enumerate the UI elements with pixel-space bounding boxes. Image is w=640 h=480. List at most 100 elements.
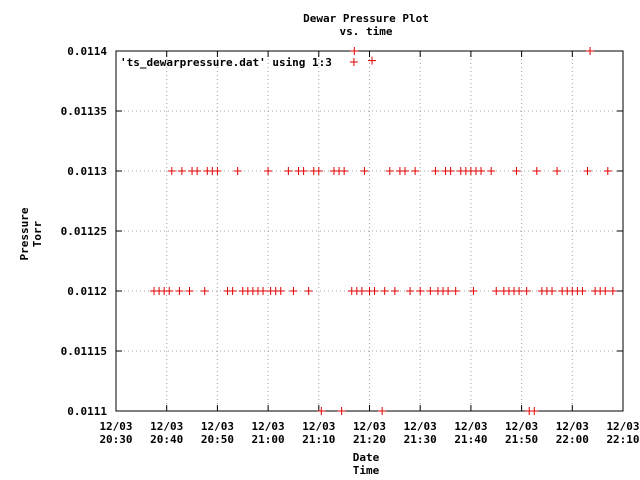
x-tick-label-time: 21:50 [505,433,538,446]
x-tick-label-time: 22:10 [606,433,639,446]
data-point [416,287,425,295]
legend-marker [349,58,358,66]
x-tick-label-time: 21:20 [353,433,386,446]
data-point [304,287,313,295]
data-point [276,287,285,295]
data-point [317,407,326,415]
data-point [530,407,539,415]
x-tick-label-time: 22:00 [556,433,589,446]
data-point [185,287,194,295]
data-point [522,287,531,295]
x-tick-label-time: 21:10 [302,433,335,446]
data-point [583,167,592,175]
x-tick-label-date: 12/03 [556,420,589,433]
data-point [426,287,435,295]
y-tick-label: 0.0113 [67,165,107,178]
data-point [608,287,617,295]
y-tick-label: 0.0112 [67,285,107,298]
x-tick-label-time: 21:40 [454,433,487,446]
data-point [213,167,222,175]
data-point [532,167,541,175]
data-point [289,287,298,295]
y-axis-label-torr: Torr [31,220,44,247]
data-point [390,287,399,295]
legend-label: 'ts_dewarpressure.dat' using 1:3 [120,56,332,69]
data-point [492,287,501,295]
data-point [337,407,346,415]
data-point [446,167,455,175]
data-point [233,167,242,175]
data-point [200,287,209,295]
axis-ticks [115,50,624,412]
data-point [193,167,202,175]
data-point [603,167,612,175]
data-point [370,287,379,295]
y-tick-label: 0.0111 [67,405,107,418]
data-point [228,287,237,295]
data-point [469,287,478,295]
x-axis-label-time: Time [353,464,380,477]
data-point [477,167,486,175]
x-tick-label-date: 12/03 [252,420,285,433]
data-point [368,56,377,65]
chart-title: Dewar Pressure Plot [303,12,429,25]
data-point [177,167,186,175]
x-tick-label-date: 12/03 [150,420,183,433]
data-point [515,287,524,295]
x-tick-label-date: 12/03 [606,420,639,433]
x-tick-label-date: 12/03 [404,420,437,433]
data-point [512,167,521,175]
y-axis-label-pressure: Pressure [18,207,31,260]
data-point [406,287,415,295]
data-point [548,287,557,295]
legend: 'ts_dewarpressure.dat' using 1:3 [120,56,358,69]
x-tick-label-date: 12/03 [505,420,538,433]
data-point [586,47,595,55]
data-point [601,287,610,295]
data-point [314,167,323,175]
data-point [400,167,409,175]
data-point [451,287,460,295]
tick-labels: 0.0111 0.01115 0.0112 0.01125 0.0113 0.01135 0… [61,45,640,446]
x-axis-label-date: Date [353,451,380,464]
data-point [487,167,496,175]
y-tick-label: 0.0114 [67,45,107,58]
data-point [360,167,369,175]
data-point [284,167,293,175]
data-point [299,167,308,175]
x-tick-label-date: 12/03 [353,420,386,433]
legend-marker-symbol [349,58,358,66]
data-point [167,167,176,175]
x-tick-label-date: 12/03 [302,420,335,433]
chart-subtitle: vs. time [340,25,393,38]
grid [116,51,623,411]
data-point [264,167,273,175]
data-point [340,167,349,175]
x-tick-label-time: 20:50 [201,433,234,446]
y-tick-label: 0.01135 [61,105,107,118]
x-tick-label-time: 20:30 [99,433,132,446]
y-tick-label: 0.01115 [61,345,107,358]
data-point [259,287,268,295]
data-point [578,287,587,295]
data-points [150,47,617,415]
data-point [378,407,387,415]
data-point [385,167,394,175]
x-tick-label-date: 12/03 [454,420,487,433]
data-point [350,47,359,55]
data-point [431,167,440,175]
y-tick-label: 0.01125 [61,225,107,238]
data-point [175,287,184,295]
data-point [553,167,562,175]
data-point [357,287,366,295]
x-tick-label-time: 21:30 [404,433,437,446]
data-point [380,287,389,295]
x-tick-label-date: 12/03 [99,420,132,433]
x-tick-label-time: 21:00 [252,433,285,446]
x-tick-label-time: 20:40 [150,433,183,446]
x-tick-label-date: 12/03 [201,420,234,433]
data-point [165,287,174,295]
data-point [411,167,420,175]
data-point [444,287,453,295]
